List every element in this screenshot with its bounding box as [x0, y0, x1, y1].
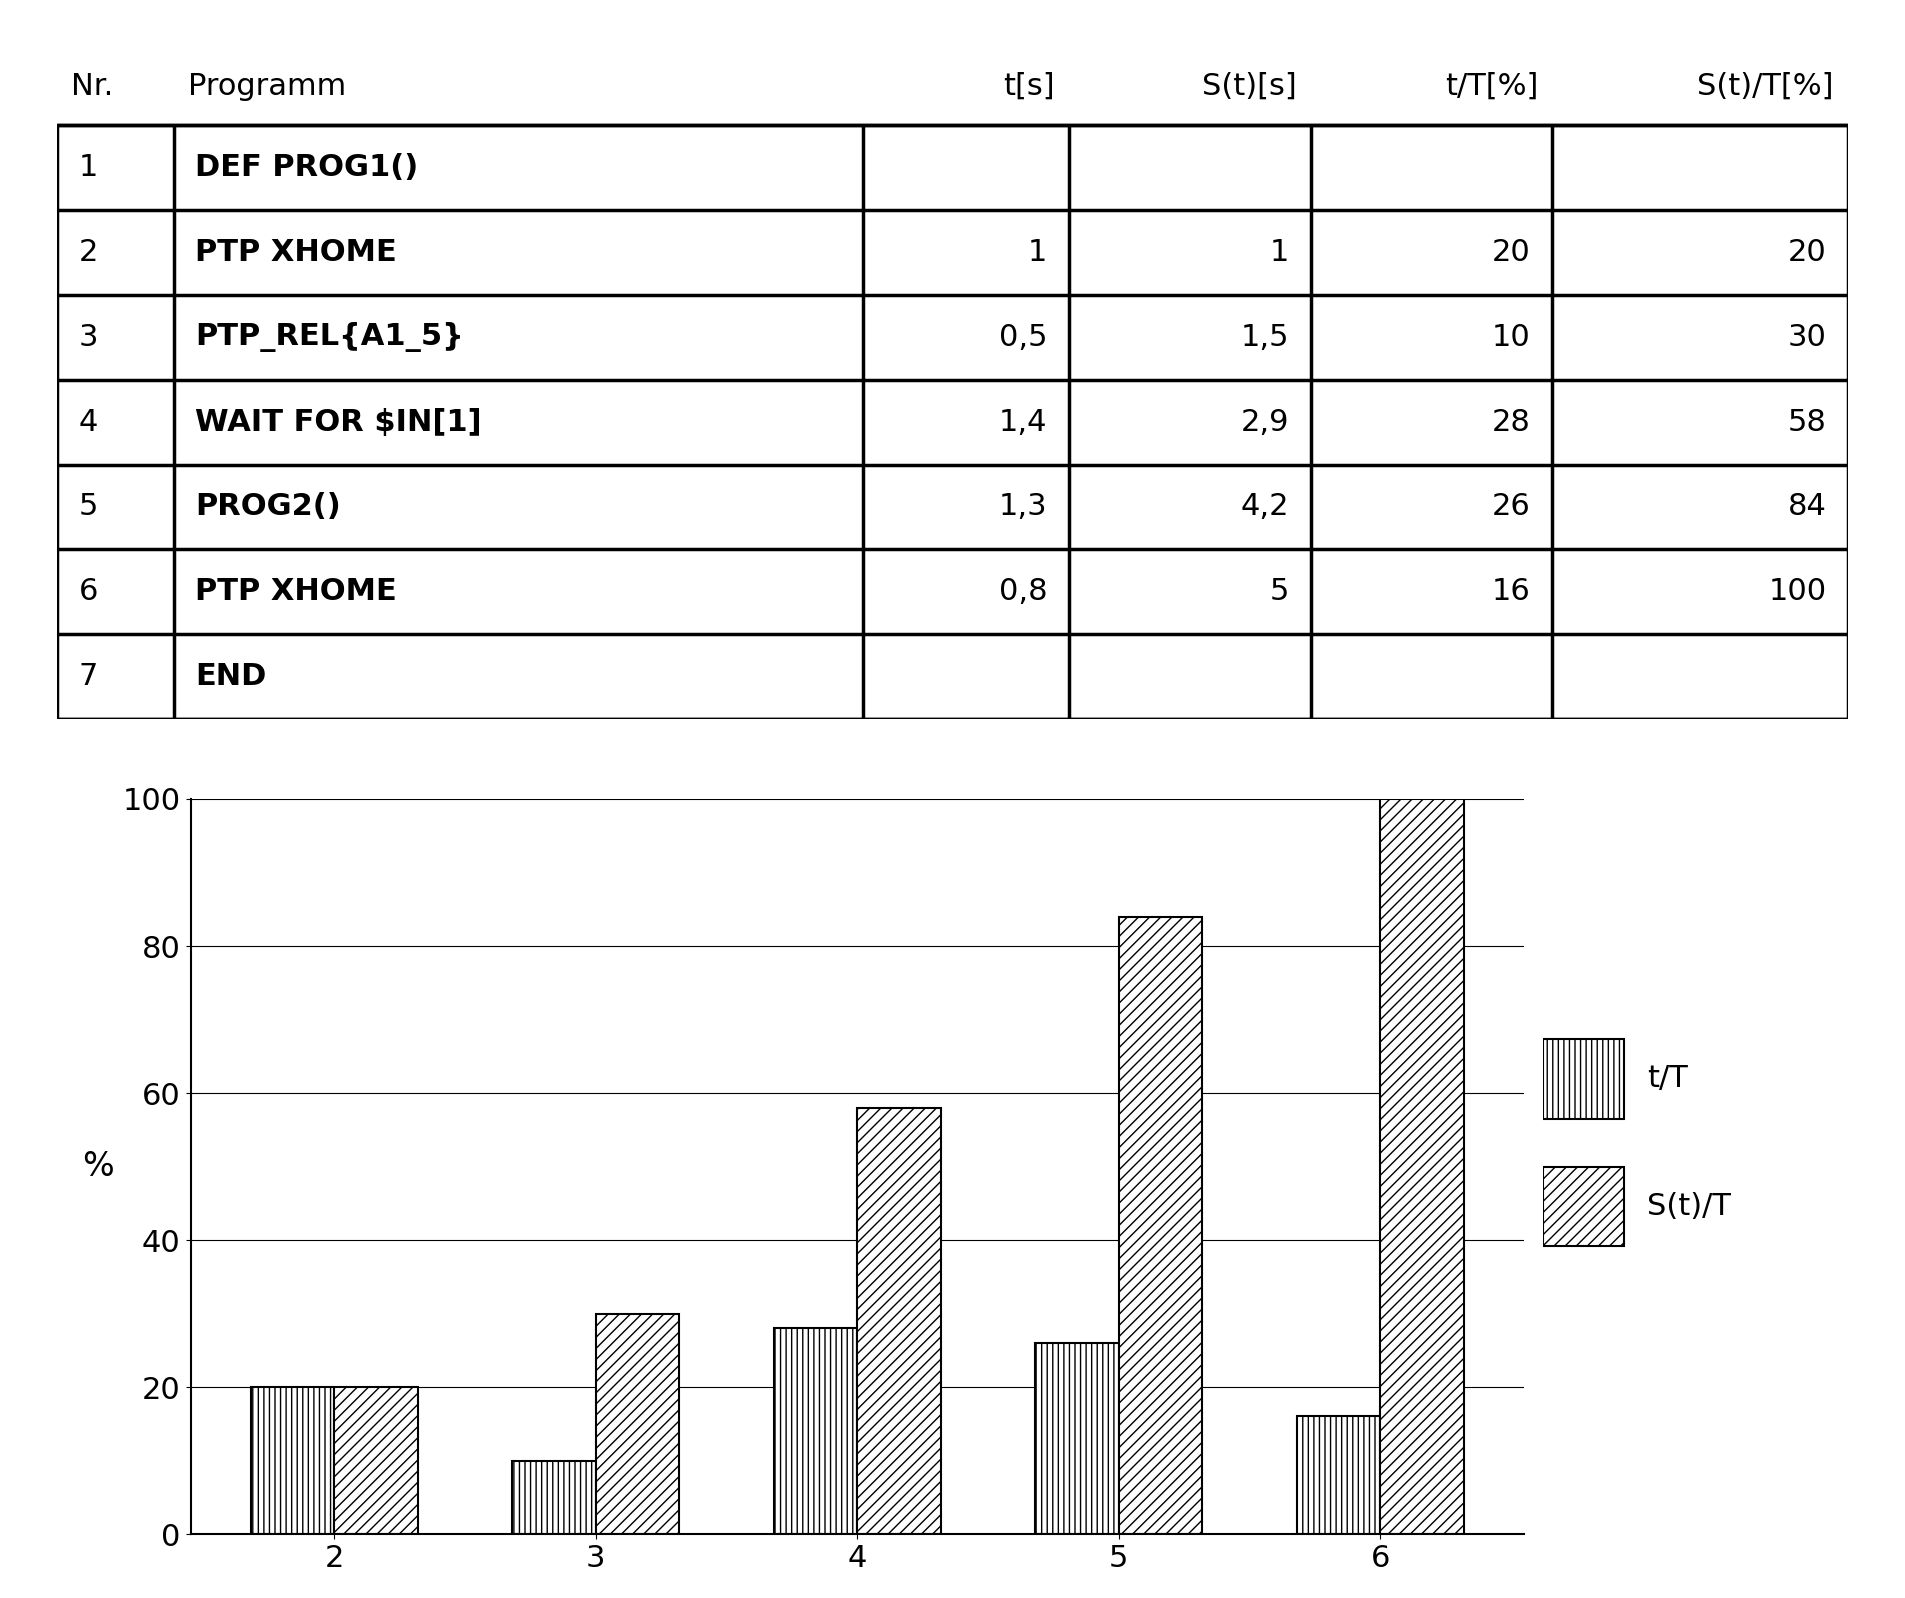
Text: 28: 28: [1492, 407, 1532, 436]
Bar: [1543, 1039, 1625, 1119]
Text: 5: 5: [1271, 577, 1290, 606]
Bar: [251, 1387, 333, 1534]
Bar: [333, 1387, 417, 1534]
Text: 3: 3: [78, 323, 99, 352]
Bar: [512, 1461, 596, 1534]
Text: 1,5: 1,5: [1240, 323, 1290, 352]
Text: 58: 58: [1787, 407, 1827, 436]
Text: S(t)[s]: S(t)[s]: [1202, 72, 1295, 101]
Text: 2: 2: [78, 238, 97, 267]
Text: 30: 30: [1787, 323, 1827, 352]
Text: 4: 4: [78, 407, 97, 436]
Text: t[s]: t[s]: [1002, 72, 1055, 101]
Text: t/T[%]: t/T[%]: [1444, 72, 1537, 101]
Bar: [1118, 917, 1202, 1534]
Text: 5: 5: [78, 492, 97, 521]
Text: 10: 10: [1492, 323, 1532, 352]
Text: WAIT FOR $IN[1]: WAIT FOR $IN[1]: [194, 407, 482, 436]
Text: S(t)/T: S(t)/T: [1646, 1192, 1730, 1221]
Text: Programm: Programm: [189, 72, 347, 101]
Text: 20: 20: [1492, 238, 1532, 267]
Text: 0,5: 0,5: [998, 323, 1048, 352]
Text: 7: 7: [78, 662, 97, 692]
Y-axis label: %: %: [82, 1151, 114, 1183]
Text: 4,2: 4,2: [1240, 492, 1290, 521]
Text: PTP_REL{A1_5}: PTP_REL{A1_5}: [194, 323, 463, 352]
Text: 20: 20: [1787, 238, 1827, 267]
Text: 1: 1: [1029, 238, 1048, 267]
Bar: [1543, 1167, 1625, 1246]
Text: PTP XHOME: PTP XHOME: [194, 238, 396, 267]
Bar: [1381, 799, 1463, 1534]
Text: 1,4: 1,4: [998, 407, 1048, 436]
Text: END: END: [194, 662, 267, 692]
Text: Nr.: Nr.: [72, 72, 114, 101]
Text: t/T: t/T: [1646, 1064, 1688, 1093]
Text: S(t)/T[%]: S(t)/T[%]: [1697, 72, 1833, 101]
Bar: [773, 1328, 857, 1534]
Bar: [1297, 1416, 1381, 1534]
Bar: [57, 125, 1848, 719]
Text: 84: 84: [1787, 492, 1827, 521]
Text: 16: 16: [1492, 577, 1532, 606]
Text: DEF PROG1(): DEF PROG1(): [194, 153, 419, 182]
Text: 100: 100: [1768, 577, 1827, 606]
Text: PTP XHOME: PTP XHOME: [194, 577, 396, 606]
Text: 0,8: 0,8: [998, 577, 1048, 606]
Text: 1: 1: [78, 153, 97, 182]
Text: 1: 1: [1271, 238, 1290, 267]
Bar: [596, 1314, 680, 1534]
Text: PROG2(): PROG2(): [194, 492, 341, 521]
Bar: [1034, 1342, 1118, 1534]
Text: 6: 6: [78, 577, 97, 606]
Bar: [857, 1107, 941, 1534]
Text: 1,3: 1,3: [998, 492, 1048, 521]
Text: 2,9: 2,9: [1240, 407, 1290, 436]
Text: 26: 26: [1492, 492, 1532, 521]
